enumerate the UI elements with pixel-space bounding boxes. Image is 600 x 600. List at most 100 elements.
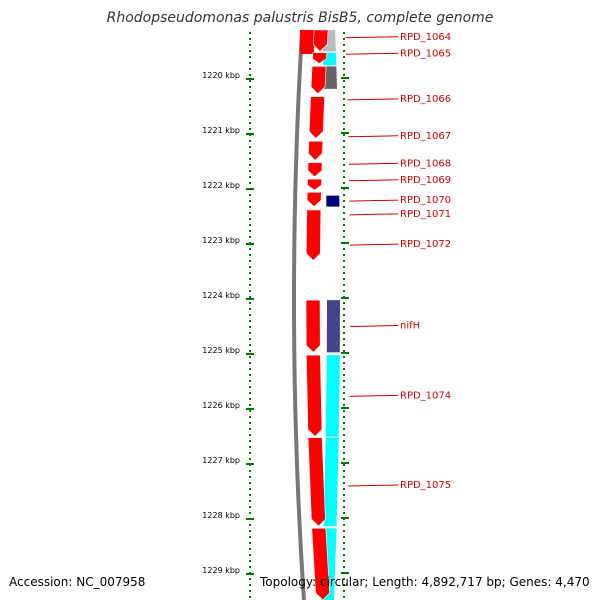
ruler-dot-right [343, 86, 345, 88]
ruler-dot [249, 356, 251, 358]
ruler-dot-right [343, 158, 345, 160]
ruler-dot [249, 536, 251, 538]
ruler-dot [249, 284, 251, 286]
ruler-dot-right [343, 578, 345, 580]
ruler-tick-label: 1228 kbp [202, 511, 240, 520]
gene-leader-line [349, 199, 399, 202]
gene-label: RPD_1075 [400, 480, 451, 491]
ruler-dot-right [343, 236, 345, 238]
gene-arrow [306, 354, 323, 437]
ruler-dot [249, 416, 251, 418]
feature-layer [321, 30, 340, 600]
ruler-dot [249, 290, 251, 292]
ruler-dot-right [343, 92, 345, 94]
gene-label: RPD_1072 [400, 239, 451, 250]
ruler-dot [249, 392, 251, 394]
ruler-dot-right [343, 392, 345, 394]
ruler-dot-right [343, 278, 345, 280]
ruler-dot-right [343, 110, 345, 112]
ruler-dot-right [343, 326, 345, 328]
feature-block [326, 300, 340, 353]
ruler-dot-right [343, 302, 345, 304]
ruler-dot [249, 98, 251, 100]
feature-block [326, 195, 340, 207]
ruler-dot-right [343, 62, 345, 64]
ruler-dot-right [343, 386, 345, 388]
ruler-dot [249, 488, 251, 490]
gene-label: RPD_1074 [400, 390, 451, 401]
ruler-tick [246, 518, 254, 520]
ruler-dot [249, 278, 251, 280]
backbone-layer [292, 29, 306, 600]
gene-leader-line [349, 243, 399, 246]
ruler-dot-right [343, 506, 345, 508]
ruler-dot [249, 476, 251, 478]
ruler-dot [249, 206, 251, 208]
ruler-dot [249, 338, 251, 340]
gene-arrow [307, 178, 322, 191]
gene-label: RPD_1064 [400, 32, 451, 43]
ruler-dot [249, 386, 251, 388]
ruler-dot [249, 164, 251, 166]
ruler-dot [249, 302, 251, 304]
ruler-dot-right [343, 524, 345, 526]
gene-arrow [308, 96, 325, 139]
ruler-dot [249, 590, 251, 592]
ruler-dot [249, 152, 251, 154]
ruler-dot-right [343, 458, 345, 460]
ruler-tick [246, 353, 254, 355]
ruler-dot [249, 410, 251, 412]
ruler-dot [249, 350, 251, 352]
ruler-dot-right [343, 500, 345, 502]
ruler-dot-right [343, 266, 345, 268]
ruler-dot-right [343, 44, 345, 46]
ruler-dot-right [343, 272, 345, 274]
gene-label: nifH [400, 321, 420, 332]
ruler-tick-right [341, 407, 349, 409]
ruler-dot-right [343, 98, 345, 100]
ruler-tick-right [341, 77, 349, 79]
ruler-dot [249, 266, 251, 268]
ruler-dot-right [343, 260, 345, 262]
ruler-dot [249, 182, 251, 184]
ruler-dot [249, 176, 251, 178]
ruler-tick-right [341, 187, 349, 189]
ruler-dot-right [343, 584, 345, 586]
ruler-dot [249, 506, 251, 508]
ruler-dot [249, 110, 251, 112]
ruler-dot [249, 296, 251, 298]
ruler-dot-right [343, 32, 345, 34]
ruler-dot [249, 332, 251, 334]
ruler-tick-label: 1229 kbp [202, 566, 240, 575]
gene-arrow [305, 209, 322, 261]
gene-label: RPD_1070 [400, 195, 451, 206]
gene-leader-line [347, 98, 399, 101]
ruler-dot [249, 86, 251, 88]
gene-label: RPD_1068 [400, 158, 451, 169]
ruler-dot-right [343, 464, 345, 466]
ruler-dot [249, 524, 251, 526]
ruler-dot [249, 596, 251, 598]
ruler-tick [246, 298, 254, 300]
ruler-dot [249, 374, 251, 376]
ruler-dot-right [343, 320, 345, 322]
ruler-dot-right [343, 488, 345, 490]
ruler-tick-right [341, 242, 349, 244]
ruler-dot [249, 554, 251, 556]
ruler-tick-label: 1226 kbp [202, 401, 240, 410]
ruler-dot-right [343, 56, 345, 58]
ruler-dot [249, 140, 251, 142]
ruler-dot-right [343, 284, 345, 286]
ruler-dot [249, 116, 251, 118]
gene-arrow [307, 437, 326, 527]
ruler-dot [249, 200, 251, 202]
ruler-dot [249, 422, 251, 424]
ruler-dot-right [343, 440, 345, 442]
gene-label: RPD_1069 [400, 175, 451, 186]
ruler-dot [249, 32, 251, 34]
ruler-dot [249, 512, 251, 514]
ruler-tick [246, 243, 254, 245]
ruler-dot-right [343, 356, 345, 358]
ruler-dot [249, 542, 251, 544]
ruler-dot-right [343, 224, 345, 226]
